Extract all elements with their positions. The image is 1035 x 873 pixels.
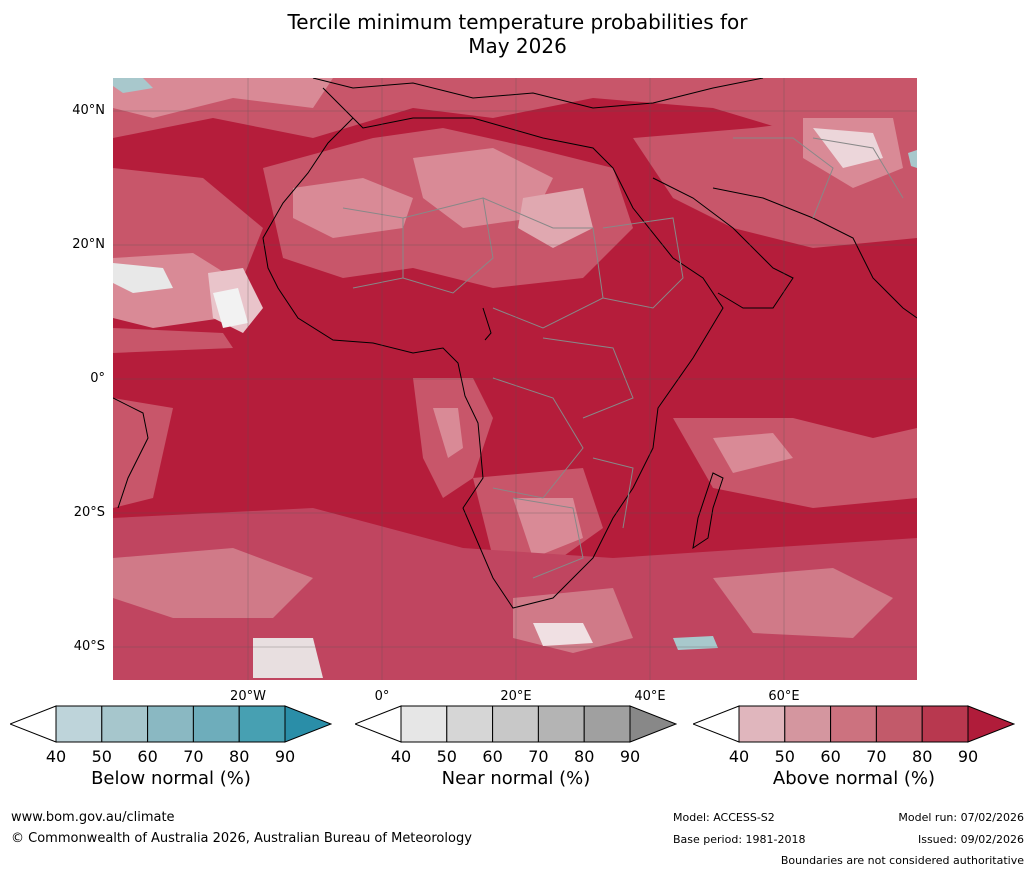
footer-disclaimer: Boundaries are not considered authoritat… [780, 854, 1024, 867]
colorbar-near-segment [583, 705, 631, 743]
colorbar-above-segment [830, 705, 877, 743]
map-title: Tercile minimum temperature probabilitie… [0, 10, 1035, 58]
colorbar-below-tick: 70 [183, 747, 204, 766]
footer-base-period: Base period: 1981-2018 [673, 833, 806, 846]
title-line-1: Tercile minimum temperature probabilitie… [287, 10, 748, 34]
lon-label-60e: 60°E [768, 689, 800, 704]
colorbar-above [693, 705, 1015, 743]
colorbar-below-segment [101, 705, 149, 743]
lat-label-40n: 40°N [72, 103, 105, 118]
title-line-2: May 2026 [468, 34, 567, 58]
colorbar-near-min-arrow [355, 705, 402, 743]
colorbar-above-tick: 60 [820, 747, 841, 766]
colorbar-below-segment [192, 705, 240, 743]
colorbar-above-segment [784, 705, 832, 743]
colorbar-below-segment [238, 705, 286, 743]
footer-model-run: Model run: 07/02/2026 [898, 811, 1024, 824]
colorbar-below [10, 705, 332, 743]
colorbar-near-tick: 60 [482, 747, 503, 766]
country-borders [342, 137, 904, 579]
colorbar-above-segment [738, 705, 786, 743]
colorbar-near-tick: 80 [574, 747, 595, 766]
coastlines [113, 78, 917, 609]
colorbar-near-tick: 70 [528, 747, 549, 766]
colorbar-above-tick: 90 [957, 747, 979, 766]
colorbar-near-tick: 50 [436, 747, 457, 766]
lon-label-20w: 20°W [230, 689, 266, 704]
colorbar-near [355, 705, 677, 743]
footer-copyright: © Commonwealth of Australia 2026, Austra… [11, 831, 472, 846]
lon-label-0: 0° [374, 689, 390, 704]
colorbar-near-segment [446, 705, 494, 743]
colorbar-near-segment [400, 705, 448, 743]
lat-label-20s: 20°S [73, 505, 105, 520]
lon-label-20e: 20°E [500, 689, 532, 704]
probability-shading [113, 78, 917, 680]
colorbar-below-segment [55, 705, 103, 743]
lat-label-20n: 20°N [72, 237, 105, 252]
colorbar-above-max-arrow [967, 705, 1015, 743]
colorbar-below-tick: 50 [91, 747, 112, 766]
colorbar-above-tick: 50 [774, 747, 795, 766]
legend-title-below: Below normal (%) [91, 768, 251, 789]
colorbar-below-tick: 60 [137, 747, 158, 766]
colorbar-above-min-arrow [693, 705, 740, 743]
colorbar-below-segment [147, 705, 194, 743]
colorbar-below-min-arrow [10, 705, 57, 743]
colorbar-above-segment [875, 705, 923, 743]
colorbar-near-max-arrow [629, 705, 677, 743]
colorbar-above-segment [921, 705, 969, 743]
colorbar-above-tick: 70 [866, 747, 887, 766]
legend-title-above: Above normal (%) [772, 768, 936, 789]
colorbar-below-tick: 40 [45, 747, 67, 766]
colorbar-near-segment [492, 705, 539, 743]
lat-label-40s: 40°S [73, 639, 105, 654]
footer-website: www.bom.gov.au/climate [11, 810, 175, 825]
graticule [113, 78, 917, 680]
probability-map [113, 78, 917, 680]
colorbar-near-tick: 40 [390, 747, 412, 766]
footer-model: Model: ACCESS-S2 [673, 811, 775, 824]
lat-label-0: 0° [90, 371, 105, 386]
lon-label-40e: 40°E [634, 689, 666, 704]
colorbar-below-tick: 80 [229, 747, 250, 766]
legend-title-near: Near normal (%) [441, 768, 591, 789]
colorbar-above-tick: 40 [728, 747, 750, 766]
colorbar-near-tick: 90 [619, 747, 641, 766]
footer-issued: Issued: 09/02/2026 [917, 833, 1024, 846]
colorbar-below-tick: 90 [274, 747, 296, 766]
colorbar-near-segment [537, 705, 585, 743]
colorbar-above-tick: 80 [912, 747, 933, 766]
colorbar-below-max-arrow [284, 705, 332, 743]
